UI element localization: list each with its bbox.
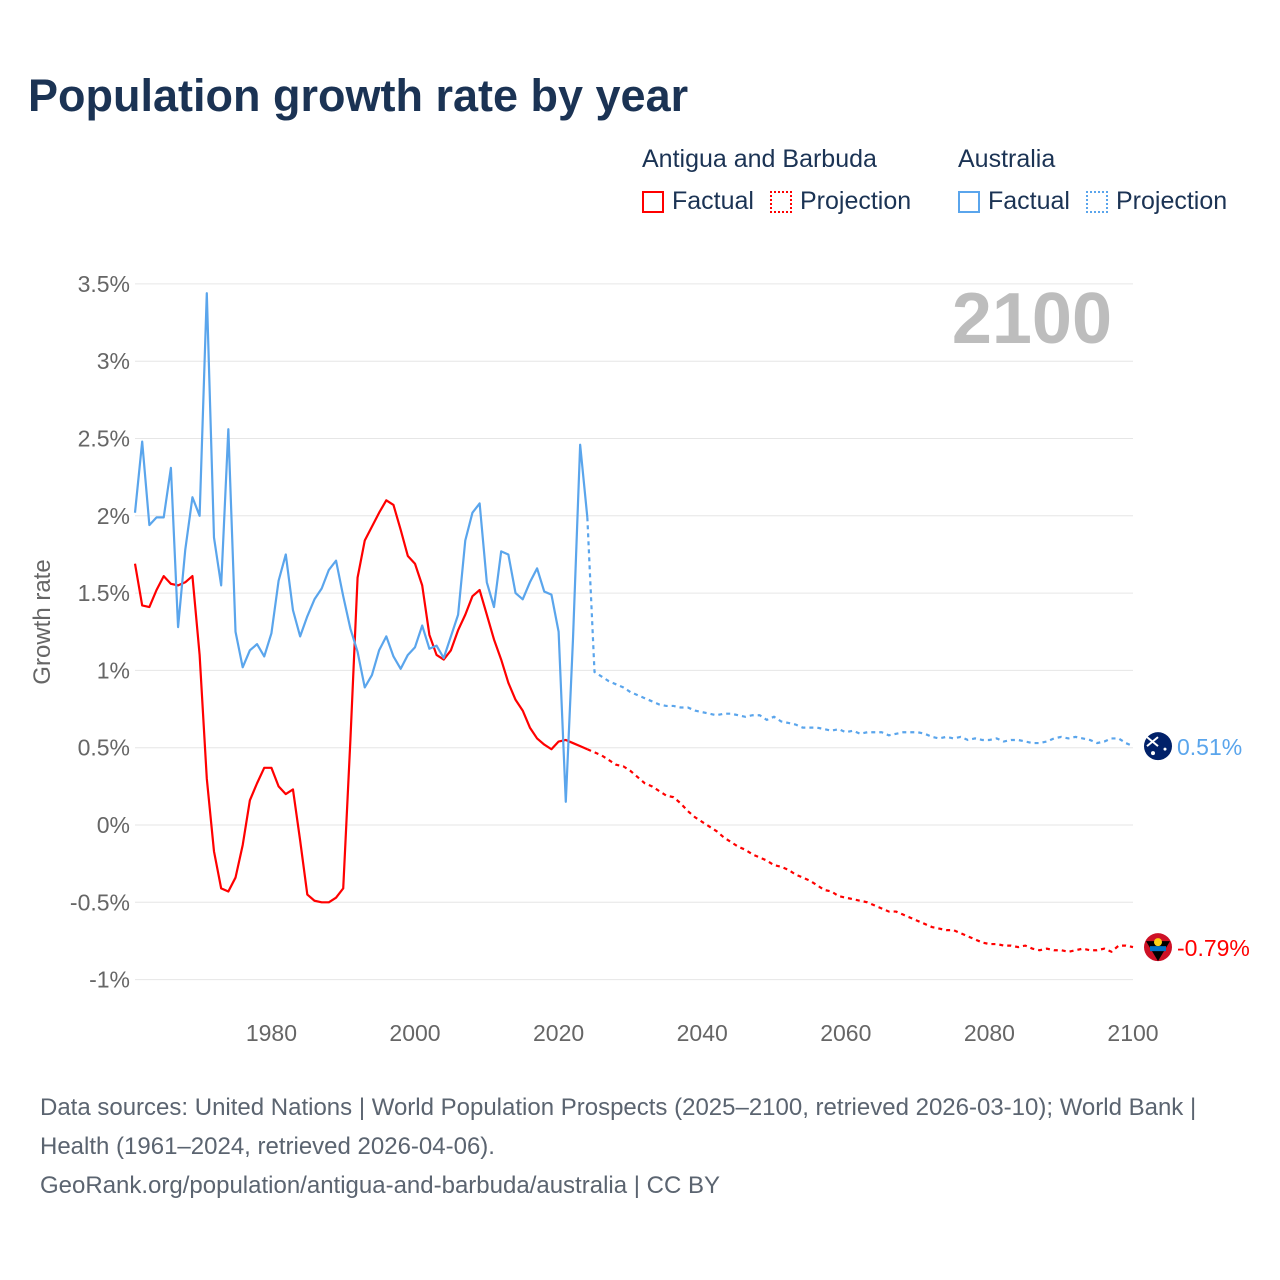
legend-antigua-title: Antigua and Barbuda — [642, 145, 877, 173]
y-tick-label: 3% — [97, 348, 130, 374]
legend-swatch-dotted — [769, 190, 792, 213]
x-tick-label: 2080 — [964, 1020, 1015, 1046]
credit-link[interactable]: GeoRank.org/population/antigua-and-barbu… — [40, 1172, 720, 1199]
legend-australia-title: Australia — [958, 145, 1056, 173]
y-tick-label: 0.5% — [78, 735, 130, 761]
legend-label: Factual — [672, 187, 754, 215]
legend-australia: Australia Factual Projection — [958, 145, 1243, 216]
legend-antigua: Antigua and Barbuda Factual Projection — [642, 145, 927, 216]
legend-label: Projection — [799, 187, 912, 215]
x-tick-label: 2040 — [677, 1020, 728, 1046]
x-tick-label: 2000 — [389, 1020, 440, 1046]
flag-star — [1151, 751, 1155, 756]
flag-star — [1163, 747, 1167, 751]
x-tick-label: 2020 — [533, 1020, 584, 1046]
antigua-flag-icon — [1144, 933, 1172, 962]
x-tick-label: 2100 — [1107, 1020, 1158, 1046]
legend-swatch-dotted — [1085, 190, 1108, 213]
y-tick-label: 1% — [97, 657, 130, 683]
y-tick-label: 1.5% — [78, 580, 130, 606]
y-tick-label: 0% — [97, 812, 130, 838]
flag-sun — [1154, 938, 1162, 947]
legend-australia-projection[interactable]: Projection — [1085, 187, 1228, 216]
y-tick-label: -1% — [89, 967, 130, 993]
antigua-projection-line — [586, 748, 1134, 954]
chart-title: Population growth rate by year — [28, 70, 689, 121]
antigua-factual-line — [133, 499, 588, 904]
y-tick-label: 2.5% — [78, 426, 130, 452]
legend-antigua-projection[interactable]: Projection — [769, 187, 912, 216]
y-tick-label: -0.5% — [70, 889, 130, 915]
legend-swatch-solid — [958, 190, 980, 213]
footer: Data sources: United Nations | World Pop… — [40, 1088, 1240, 1205]
australia-factual-line — [133, 292, 589, 803]
australia-projection-line — [586, 517, 1134, 748]
legend-antigua-factual[interactable]: Factual — [642, 187, 754, 216]
year-overlay: 2100 — [952, 279, 1112, 359]
legend-swatch-solid — [642, 190, 664, 213]
legend-australia-factual[interactable]: Factual — [958, 187, 1070, 216]
y-tick-label: 2% — [97, 503, 130, 529]
australia-flag-icon — [1144, 732, 1172, 761]
antigua-end-label: -0.79% — [1177, 935, 1250, 961]
flag-stripe — [1150, 946, 1166, 952]
y-axis-label: Growth rate — [29, 559, 56, 684]
y-tick-label: 3.5% — [78, 271, 130, 297]
australia-end-label: 0.51% — [1177, 734, 1242, 760]
x-tick-label: 2060 — [820, 1020, 871, 1046]
data-sources: Data sources: United Nations | World Pop… — [40, 1094, 1197, 1160]
flag-union — [1146, 736, 1159, 747]
x-tick-label: 1980 — [246, 1020, 297, 1046]
legend-label: Factual — [988, 187, 1070, 215]
legend-label: Projection — [1115, 187, 1228, 215]
